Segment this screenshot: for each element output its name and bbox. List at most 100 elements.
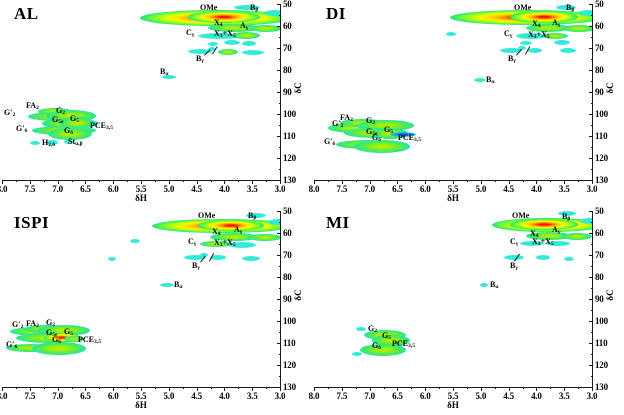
- x-tick-di-6: [480, 180, 482, 184]
- x-tick-di-10: [592, 180, 593, 184]
- contour-bbeta-2: [578, 10, 592, 16]
- y-tick-di-4: [589, 92, 593, 93]
- peak-label-g6: G6: [64, 126, 74, 136]
- x-tick-label-di-3: 6.5: [392, 184, 403, 194]
- contour-gprime6: [336, 140, 398, 149]
- peak-label-fa2: FA2: [26, 319, 39, 329]
- x-tick-minor-di-1: [355, 180, 357, 182]
- y-tick-minor-al-4: [279, 103, 281, 104]
- x-tick-di-7: [508, 180, 510, 184]
- y-tick-al-7: [277, 158, 281, 159]
- peak-label-bbeta: Bβ: [250, 4, 259, 13]
- y-tick-label-ispi-4: 90: [283, 294, 292, 304]
- x-tick-al-5: [141, 180, 142, 184]
- x-tick-ispi-2: [57, 387, 59, 391]
- y-tick-label-ispi-2: 70: [283, 250, 292, 260]
- x-tick-minor-al-9: [266, 180, 268, 182]
- x-tick-mi-7: [508, 387, 510, 391]
- x-axis-title-mi: δH: [447, 400, 459, 410]
- y-tick-ispi-2: [277, 255, 281, 256]
- x-tick-al-1: [29, 180, 31, 184]
- x-tick-minor-al-2: [71, 180, 73, 182]
- y-tick-label-ispi-0: 50: [283, 206, 292, 216]
- y-axis-title-mi: δC: [605, 289, 615, 301]
- peak-label-g5: G5: [64, 327, 74, 337]
- plot-area-ispi: OMe Bβ X4 Aγ Cγ X3+X5 Bγ Bα Gʹ2 FA2 G2 G…: [2, 211, 280, 387]
- peak-label-g6: G6: [372, 341, 382, 351]
- x-tick-minor-di-5: [466, 180, 468, 182]
- x-tick-minor-ispi-7: [210, 387, 212, 389]
- x-tick-label-di-6: 5.0: [475, 184, 487, 194]
- y-tick-minor-di-1: [591, 37, 593, 38]
- x-tick-minor-al-4: [127, 180, 129, 182]
- x-tick-label-mi-7: 4.5: [503, 391, 514, 401]
- peak-label-st: Stα,β: [68, 137, 83, 147]
- contour-bgamma-4: [560, 48, 576, 53]
- x-tick-al-8: [224, 180, 226, 184]
- contour-ome: [492, 218, 592, 232]
- y-tick-label-mi-1: 60: [595, 228, 604, 238]
- x-tick-label-ispi-8: 4.0: [219, 391, 230, 401]
- x-tick-minor-al-1: [43, 180, 45, 182]
- x-tick-ispi-7: [196, 387, 198, 391]
- contour-minor-3: [554, 40, 570, 45]
- x-tick-minor-ispi-3: [99, 387, 101, 389]
- peak-label-ome: OMe: [514, 4, 532, 12]
- y-tick-minor-mi-5: [591, 332, 593, 333]
- contour-agamma: [248, 234, 280, 241]
- x-tick-al-10: [280, 180, 281, 184]
- x-axis-title-al: δH: [135, 193, 147, 203]
- leader-bgamma-right: [525, 46, 531, 55]
- y-tick-minor-ispi-5: [279, 332, 281, 333]
- peak-label-h26: H2,6: [42, 138, 56, 148]
- x-tick-minor-di-2: [383, 180, 385, 182]
- y-tick-minor-mi-6: [591, 354, 593, 355]
- peak-label-gprime6: Gʹ6: [6, 340, 18, 350]
- contour-minor-aro-2: [352, 352, 362, 356]
- x-tick-minor-mi-3: [411, 387, 413, 389]
- x-tick-di-5: [453, 180, 454, 184]
- peak-label-balpha: Bα: [486, 75, 495, 85]
- y-tick-mi-1: [589, 233, 593, 234]
- x-tick-al-2: [57, 180, 59, 184]
- y-tick-label-mi-3: 80: [595, 272, 604, 282]
- peak-label-agamma: Aγ: [552, 225, 561, 235]
- y-tick-minor-ispi-4: [279, 310, 281, 311]
- y-tick-di-7: [589, 158, 593, 159]
- x-tick-minor-mi-2: [383, 387, 385, 389]
- x-tick-label-di-9: 3.5: [558, 184, 570, 194]
- x-tick-minor-mi-0: [327, 387, 329, 389]
- peak-label-gprime2: Gʹ2: [12, 320, 24, 330]
- x-tick-ispi-4: [113, 387, 115, 391]
- y-tick-mi-7: [589, 365, 593, 366]
- y-tick-label-mi-5: 100: [595, 316, 608, 326]
- y-tick-label-mi-6: 110: [595, 338, 608, 348]
- peak-label-g6: G6: [52, 335, 62, 345]
- x-tick-ispi-10: [280, 387, 281, 391]
- x-tick-mi-1: [341, 387, 343, 391]
- x-tick-minor-mi-1: [355, 387, 357, 389]
- x-tick-mi-5: [453, 387, 454, 391]
- y-tick-minor-di-3: [591, 81, 593, 82]
- contour-agamma: [562, 25, 592, 32]
- contour-ome-core: [198, 220, 264, 231]
- y-tick-di-2: [589, 48, 593, 49]
- y-tick-al-4: [277, 92, 281, 93]
- y-tick-minor-di-2: [591, 59, 593, 60]
- x-tick-minor-di-8: [550, 180, 552, 182]
- x-tick-label-al-10: 3.0: [274, 184, 286, 194]
- y-tick-label-mi-0: 50: [595, 206, 604, 216]
- x-tick-label-al-4: 6.0: [107, 184, 119, 194]
- y-tick-minor-mi-7: [591, 376, 593, 377]
- x-tick-mi-10: [592, 387, 593, 391]
- y-tick-al-5: [277, 114, 281, 115]
- x-axis-title-di: δH: [447, 193, 459, 203]
- panel-mi: MI OMe Bβ X4 Aγ Cγ X3+X5 Bγ: [309, 206, 624, 414]
- x-tick-label-mi-4: 6.0: [419, 391, 431, 401]
- x-tick-label-mi-2: 7.0: [364, 391, 375, 401]
- contour-h26: [30, 141, 40, 145]
- x-tick-label-ispi-5: 5.5: [135, 391, 147, 401]
- x-tick-ispi-6: [168, 387, 170, 391]
- y-tick-minor-mi-3: [591, 288, 593, 289]
- x-tick-label-al-1: 7.5: [24, 184, 36, 194]
